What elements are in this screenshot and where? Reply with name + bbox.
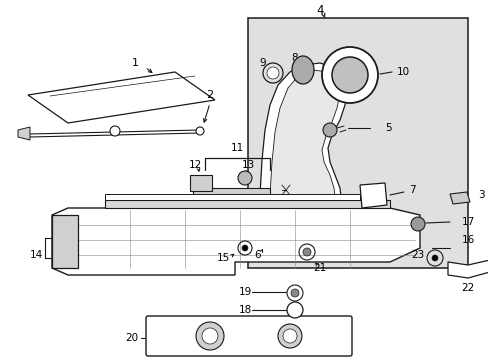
Text: 3: 3 — [477, 190, 483, 200]
Circle shape — [303, 248, 310, 256]
Text: 17: 17 — [461, 217, 474, 227]
Text: 10: 10 — [396, 67, 409, 77]
Circle shape — [238, 171, 251, 185]
FancyBboxPatch shape — [146, 316, 351, 356]
Circle shape — [290, 289, 298, 297]
Circle shape — [196, 127, 203, 135]
Text: 2: 2 — [206, 90, 213, 100]
Circle shape — [242, 245, 247, 251]
Polygon shape — [18, 127, 30, 140]
Text: 6: 6 — [254, 250, 261, 260]
Text: 5: 5 — [384, 123, 390, 133]
Text: 18: 18 — [238, 305, 251, 315]
Circle shape — [286, 302, 303, 318]
Circle shape — [266, 67, 279, 79]
Polygon shape — [258, 63, 347, 252]
Text: 7: 7 — [408, 185, 414, 195]
FancyBboxPatch shape — [247, 18, 467, 268]
Circle shape — [410, 217, 424, 231]
Text: 9: 9 — [259, 58, 266, 68]
Text: 20: 20 — [124, 333, 138, 343]
Text: 14: 14 — [30, 250, 43, 260]
Circle shape — [331, 57, 367, 93]
Text: 11: 11 — [230, 143, 243, 153]
Text: 1: 1 — [131, 58, 138, 68]
Polygon shape — [52, 208, 419, 275]
Text: 21: 21 — [313, 263, 326, 273]
Text: 13: 13 — [241, 160, 254, 170]
Circle shape — [431, 255, 437, 261]
Text: 4: 4 — [316, 4, 323, 17]
Circle shape — [202, 328, 218, 344]
Text: 16: 16 — [461, 235, 474, 245]
Polygon shape — [28, 72, 215, 123]
Text: 12: 12 — [188, 160, 201, 170]
Polygon shape — [105, 194, 359, 200]
Ellipse shape — [291, 56, 313, 84]
Polygon shape — [193, 188, 269, 200]
Text: 22: 22 — [461, 283, 474, 293]
Polygon shape — [449, 192, 469, 204]
Circle shape — [110, 126, 120, 136]
Polygon shape — [447, 260, 488, 278]
Circle shape — [283, 329, 296, 343]
Text: 19: 19 — [238, 287, 251, 297]
Circle shape — [321, 47, 377, 103]
Polygon shape — [359, 183, 386, 208]
Circle shape — [323, 123, 336, 137]
Text: 23: 23 — [411, 250, 424, 260]
Polygon shape — [52, 215, 78, 268]
FancyBboxPatch shape — [190, 175, 212, 191]
Circle shape — [278, 324, 302, 348]
Polygon shape — [267, 70, 339, 244]
Text: 8: 8 — [291, 53, 298, 63]
Circle shape — [196, 322, 224, 350]
Text: 15: 15 — [216, 253, 229, 263]
Polygon shape — [105, 200, 389, 208]
